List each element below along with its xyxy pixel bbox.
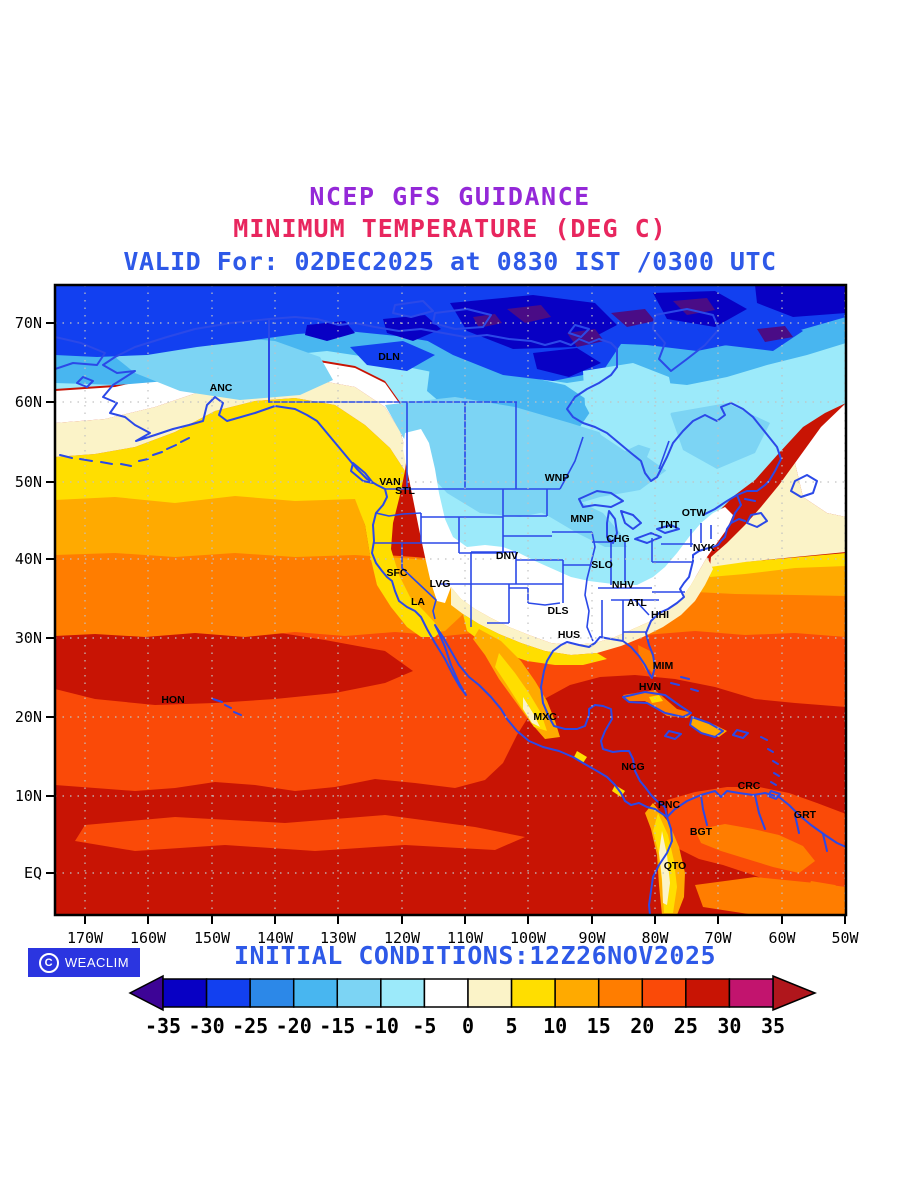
- station-label-HHI: HHI: [651, 609, 669, 621]
- temperature-colorbar: -35 -30 -25 -20 -15 -10 -5 0 5 10 15 20 25 30 35: [128, 974, 817, 1038]
- colorbar-tick-label: -30: [189, 1014, 225, 1038]
- lon-tick-label: 170W: [67, 929, 104, 947]
- station-label-DLN: DLN: [378, 351, 400, 363]
- colorbar-cell: [641, 978, 687, 1008]
- colorbar-tick-label: 35: [761, 1014, 785, 1038]
- station-label-CRC: CRC: [738, 780, 761, 792]
- station-label-GRT: GRT: [794, 809, 817, 821]
- station-label-BGT: BGT: [690, 826, 713, 838]
- lat-tick-label: 30N: [15, 629, 42, 647]
- colorbar-right-arrow: [772, 974, 817, 1012]
- lon-tick-label: 120W: [384, 929, 421, 947]
- map-axes: 70N 60N 50N 40N 30N 20N 10N EQ 170W 160W 150W 140W 1…: [15, 314, 860, 947]
- station-label-HVN: HVN: [639, 681, 661, 693]
- station-label-SLO: SLO: [591, 559, 613, 571]
- station-label-OTW: OTW: [682, 507, 707, 519]
- station-label-VAN: VAN: [379, 476, 400, 488]
- colorbar-tick-label: -10: [363, 1014, 399, 1038]
- page-subtitle: MINIMUM TEMPERATURE (DEG C): [233, 214, 667, 243]
- lat-tick-label: 60N: [15, 393, 42, 411]
- station-label-STL: STL: [395, 485, 415, 497]
- colorbar-cell: [205, 978, 251, 1008]
- colorbar-tick-label: -35: [145, 1014, 181, 1038]
- colorbar-cell: [336, 978, 382, 1008]
- logo-text: WEACLIM: [64, 955, 130, 970]
- station-label-MXC: MXC: [533, 711, 557, 723]
- lon-tick-label: 50W: [831, 929, 859, 947]
- station-label-MNP: MNP: [570, 513, 593, 525]
- colorbar-cell: [597, 978, 644, 1008]
- colorbar-cell: [249, 978, 295, 1008]
- station-label-DLS: DLS: [548, 605, 569, 617]
- valid-time-line: VALID For: 02DEC2025 at 0830 IST /0300 U…: [123, 247, 777, 276]
- lat-tick-label: 10N: [15, 787, 42, 805]
- colorbar-left-arrow: [128, 974, 164, 1012]
- colorbar-tick-label: 5: [506, 1014, 518, 1038]
- copyright-icon: C: [38, 952, 59, 973]
- colorbar-cell: [292, 978, 339, 1008]
- colorbar-cell: [423, 978, 469, 1008]
- map-border: [53, 283, 848, 917]
- station-label-MIM: MIM: [653, 660, 674, 672]
- page-title: NCEP GFS GUIDANCE: [309, 182, 591, 211]
- station-label-LA: LA: [411, 596, 425, 608]
- initial-conditions-line: INITIAL CONDITIONS:12Z26NOV2025: [233, 941, 717, 970]
- colorbar-tick-label: 15: [587, 1014, 611, 1038]
- lon-tick-label: 90W: [578, 929, 606, 947]
- lat-tick-label: 50N: [15, 473, 42, 491]
- lat-tick-label: 20N: [15, 708, 42, 726]
- colorbar-cell: [380, 978, 426, 1008]
- station-label-TNT: TNT: [659, 519, 680, 531]
- lon-tick-label: 80W: [641, 929, 669, 947]
- state-borders: [269, 401, 712, 642]
- station-label-QTO: QTO: [664, 860, 687, 872]
- colorbar-cell: [554, 978, 600, 1008]
- station-label-LVG: LVG: [430, 578, 451, 590]
- lon-tick-label: 100W: [510, 929, 547, 947]
- station-label-NYK: NYK: [693, 542, 716, 554]
- colorbar-cell: [510, 978, 556, 1008]
- lon-tick-label: 150W: [194, 929, 231, 947]
- lon-tick-label: 110W: [447, 929, 484, 947]
- colorbar-tick-label: 0: [462, 1014, 474, 1038]
- colorbar-tick-label: -15: [319, 1014, 355, 1038]
- station-label-ATL: ATL: [627, 597, 647, 609]
- coastlines: [55, 300, 846, 915]
- colorbar-tick-label: -5: [412, 1014, 436, 1038]
- station-label-DNV: DNV: [496, 550, 518, 562]
- lat-tick-label: 40N: [15, 550, 42, 568]
- colorbar-tick-label: -20: [276, 1014, 312, 1038]
- station-label-NCG: NCG: [621, 761, 644, 773]
- station-label-NHV: NHV: [612, 579, 634, 591]
- lon-tick-label: 60W: [768, 929, 796, 947]
- weaclim-logo: C WEACLIM: [28, 948, 140, 977]
- lon-tick-label: 70W: [704, 929, 732, 947]
- colorbar-cell: [728, 978, 774, 1008]
- lat-tick-label: 70N: [15, 314, 42, 332]
- colorbar-cell: [685, 978, 731, 1008]
- colorbar-cell: [162, 978, 208, 1008]
- station-label-PNC: PNC: [658, 799, 681, 811]
- station-label-SFC: SFC: [387, 567, 408, 579]
- station-label-CHG: CHG: [606, 533, 629, 545]
- colorbar-cell: [467, 978, 513, 1008]
- station-label-HUS: HUS: [558, 629, 580, 641]
- colorbar-tick-label: 10: [543, 1014, 567, 1038]
- station-label-HON: HON: [161, 694, 184, 706]
- lat-tick-label: EQ: [24, 864, 42, 882]
- colorbar-tick-label: -25: [232, 1014, 268, 1038]
- colorbar-tick-label: 30: [717, 1014, 741, 1038]
- station-label-WNP: WNP: [545, 472, 570, 484]
- lon-tick-label: 140W: [257, 929, 294, 947]
- colorbar-tick-label: 25: [674, 1014, 698, 1038]
- station-label-ANC: ANC: [210, 382, 233, 394]
- lon-tick-label: 160W: [130, 929, 167, 947]
- colorbar-tick-label: 20: [630, 1014, 654, 1038]
- lon-tick-label: 130W: [320, 929, 357, 947]
